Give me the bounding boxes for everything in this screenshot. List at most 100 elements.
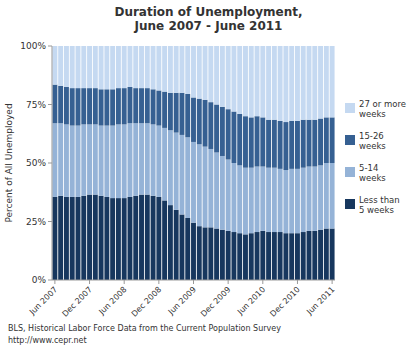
y-tick-label: 0%	[32, 275, 47, 285]
bar-segment	[93, 124, 98, 194]
bar-segment	[324, 229, 329, 280]
bar-segment	[185, 94, 190, 137]
bar-segment	[324, 46, 329, 117]
bar-segment	[197, 226, 202, 280]
bar-segment	[116, 124, 121, 198]
bar-segment	[191, 223, 196, 280]
y-tick	[48, 280, 52, 281]
bar-segment	[318, 165, 323, 229]
bar-segment	[110, 198, 115, 280]
bar-segment	[301, 46, 306, 120]
bar-segment	[283, 233, 288, 280]
bar-segment	[307, 46, 312, 120]
bar-segment	[174, 93, 179, 133]
bar-segment	[191, 97, 196, 141]
bar-segment	[104, 197, 109, 280]
bar-segment	[156, 126, 161, 197]
bar-segment	[156, 46, 161, 90]
bar-segment	[283, 170, 288, 233]
legend-swatch	[345, 199, 355, 209]
bar-segment	[76, 197, 81, 280]
bar-segment	[133, 196, 138, 280]
x-tick-label: Dec 2010	[268, 285, 302, 319]
bar-segment	[139, 88, 144, 123]
bar-segment	[191, 46, 196, 97]
bar-segment	[162, 46, 167, 92]
x-tick-label: Jun 2009	[166, 285, 198, 317]
bar-segment	[64, 46, 69, 87]
bar-segment	[260, 167, 265, 231]
bar-segment	[179, 135, 184, 215]
bar-segment	[145, 88, 150, 123]
x-tick-label: Dec 2007	[60, 285, 94, 319]
bar-segment	[93, 88, 98, 124]
bar-segment	[197, 99, 202, 145]
bar-segment	[197, 144, 202, 226]
bar-segment	[243, 234, 248, 280]
bar-segment	[255, 116, 260, 166]
bar-segment	[122, 198, 127, 280]
bar-segment	[208, 149, 213, 227]
bar-segment	[272, 46, 277, 120]
bar-segment	[312, 167, 317, 231]
y-axis-label: Percent of All Unemployed	[4, 103, 14, 222]
bar-segment	[156, 90, 161, 125]
bar-segment	[243, 46, 248, 116]
bar-segment	[64, 124, 69, 197]
legend-label: 5-14weeks	[359, 163, 386, 183]
bar-segment	[283, 46, 288, 122]
bar-segment	[110, 126, 115, 199]
y-tick	[48, 104, 52, 105]
x-tick-label: Jun 2010	[235, 285, 267, 317]
bar-segment	[231, 232, 236, 280]
bar-segment	[278, 46, 283, 121]
bar-segment	[307, 167, 312, 231]
bar-segment	[70, 126, 75, 197]
bar-segment	[197, 46, 202, 99]
bar-segment	[307, 120, 312, 167]
bar-segment	[122, 46, 127, 88]
bar-segment	[99, 46, 104, 89]
y-tick	[48, 221, 52, 222]
bar-segment	[208, 102, 213, 149]
bar-segment	[330, 117, 335, 163]
bar-segment	[249, 117, 254, 167]
bar-segment	[116, 46, 121, 88]
bar-segment	[81, 124, 86, 195]
x-tick	[124, 280, 125, 284]
chart: Duration of Unemployment,June 2007 - Jun…	[0, 0, 417, 353]
bar-segment	[208, 46, 213, 102]
bar-segment	[145, 195, 150, 280]
x-tick-label: Jun 2007	[27, 285, 59, 317]
bar-segment	[128, 87, 133, 123]
bar-segment	[70, 46, 75, 88]
x-tick-label: Jun 2011	[304, 285, 336, 317]
x-tick	[193, 280, 194, 284]
bar-segment	[145, 123, 150, 194]
y-tick	[48, 163, 52, 164]
bar-segment	[122, 88, 127, 124]
bar-segment	[220, 46, 225, 107]
bar-segment	[226, 109, 231, 159]
x-tick	[228, 280, 229, 284]
bar-segment	[266, 232, 271, 280]
bar-segment	[324, 117, 329, 163]
bar-segment	[330, 46, 335, 117]
legend-label: 27 or moreweeks	[359, 99, 406, 119]
bar-segment	[266, 120, 271, 168]
bar-segment	[249, 46, 254, 117]
legend-swatch	[345, 135, 355, 145]
bar-segment	[312, 120, 317, 167]
legend-label: Less than5 weeks	[359, 195, 400, 215]
bar-segment	[301, 168, 306, 232]
bar-segment	[237, 114, 242, 165]
bar-segment	[318, 230, 323, 280]
x-tick	[54, 280, 55, 284]
footnote: BLS, Historical Labor Force Data from th…	[8, 324, 281, 333]
bar-segment	[318, 119, 323, 166]
bar-segment	[133, 123, 138, 196]
bar-segment	[301, 120, 306, 168]
bar-segment	[289, 121, 294, 169]
legend-swatch	[345, 167, 355, 177]
bar-segment	[226, 159, 231, 230]
